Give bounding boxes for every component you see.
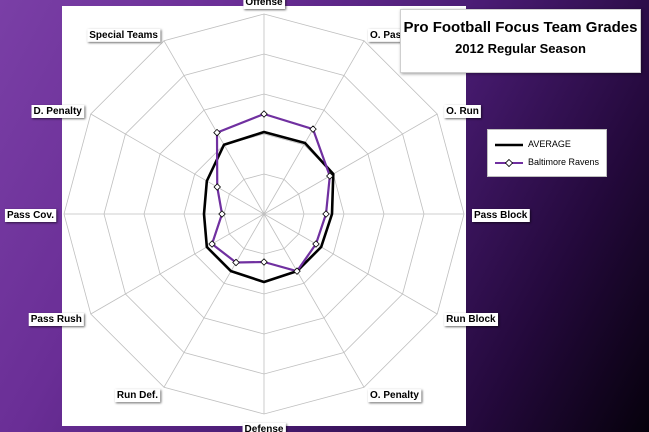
axis-label-pass-cov: Pass Cov. [4,209,57,222]
svg-text:Special Teams: Special Teams [89,30,158,41]
axis-label-run-def: Run Def. [114,389,161,403]
svg-text:O. Penalty: O. Penalty [370,390,419,401]
legend: AVERAGE Baltimore Ravens [487,129,607,177]
series-average-line [202,130,335,284]
ravens-point-o-penalty [293,267,301,275]
svg-text:Run Def.: Run Def. [117,390,158,401]
axis-label-o-run: O. Run [444,105,481,118]
grid-spoke [263,213,438,315]
svg-text:Defense: Defense [245,424,284,432]
ravens-point-special-teams [213,128,221,137]
axis-label-pass-rush: Pass Rush [28,313,84,326]
ravens-point-pass-cov [218,210,226,218]
ravens-point-pass-rush [208,240,216,248]
ravens-point-o-run [326,172,334,180]
svg-text:Offense: Offense [245,0,283,8]
ravens-point-run-block [312,240,320,248]
grid-spoke [90,113,265,215]
svg-text:O. Pass: O. Pass [370,30,407,41]
ravens-point-o-pass [309,125,317,133]
grid-spoke [90,213,265,315]
axis-label-defense: Defense [242,423,286,432]
chart-title: Pro Football Focus Team Grades [403,19,638,36]
chart-title-box: Pro Football Focus Team Grades 2012 Regu… [400,9,641,73]
legend-ravens-label: Baltimore Ravens [528,157,600,167]
axis-label-o-penalty: O. Penalty [368,389,422,403]
axis-label-pass-block: Pass Block [472,209,530,222]
axis-label-d-penalty: D. Penalty [31,105,85,118]
legend-average-swatch [495,143,523,147]
ravens-point-run-def [232,258,240,267]
axis-label-offense: Offense [243,0,286,9]
svg-text:Pass Rush: Pass Rush [31,314,82,325]
grid-spoke [263,113,438,215]
ravens-point-offense [260,110,268,118]
svg-text:Run Block: Run Block [446,314,496,325]
ravens-point-pass-block [322,210,330,218]
grid-spoke [163,213,265,388]
ravens-point-d-penalty [213,183,222,191]
grid-spoke [263,213,365,388]
axis-label-o-pass: O. Pass [368,28,410,42]
series-ravens-line [210,112,331,273]
ravens-point-defense [260,258,268,266]
radar-grid [63,13,465,415]
grid-spoke [163,40,265,215]
legend-average-label: AVERAGE [528,139,571,149]
axis-label-run-block: Run Block [444,313,499,326]
axis-label-special-teams: Special Teams [87,28,161,42]
legend-ravens-swatch [495,158,523,168]
svg-text:O. Run: O. Run [446,106,479,117]
svg-text:Pass Block: Pass Block [474,210,528,221]
chart-subtitle: 2012 Regular Season [455,41,586,56]
svg-text:D. Penalty: D. Penalty [34,106,83,117]
svg-text:Pass Cov.: Pass Cov. [7,210,54,221]
axis-labels: Offense O. Pass O. Run Pass Block Run Block O… [4,0,530,432]
radar-series [202,110,335,284]
